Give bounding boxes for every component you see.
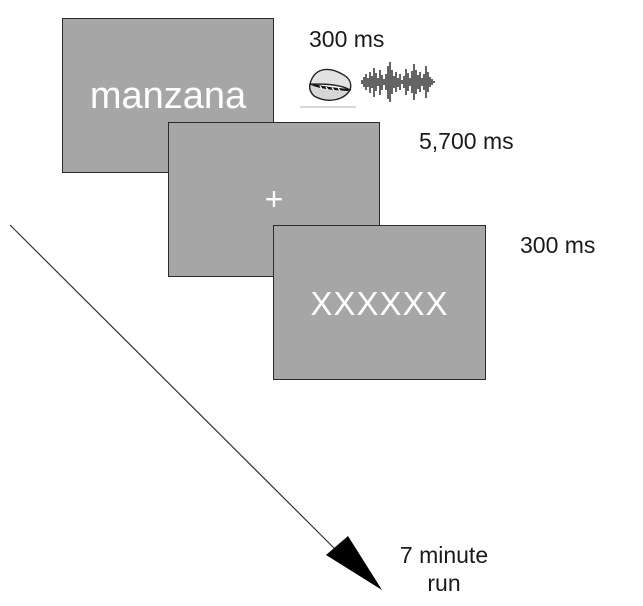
- screen-word-text: manzana: [89, 75, 247, 117]
- timing-label-word: 300 ms: [309, 26, 385, 52]
- run-duration-line2: run: [427, 570, 461, 596]
- run-duration-label: 7 minute run: [384, 541, 504, 597]
- mask-text: XXXXXX: [310, 284, 449, 322]
- time-arrow-line: [9, 224, 344, 558]
- timing-label-fixation: 5,700 ms: [419, 128, 514, 154]
- run-duration-line1: 7 minute: [399, 542, 489, 568]
- audio-waveform-icon: [361, 62, 435, 102]
- mouth-icon: [300, 68, 356, 108]
- timing-label-mask: 300 ms: [520, 232, 596, 258]
- screen-mask: XXXXXX: [273, 225, 486, 380]
- fixation-cross-text: +: [264, 181, 284, 217]
- time-arrow-head: [326, 536, 382, 590]
